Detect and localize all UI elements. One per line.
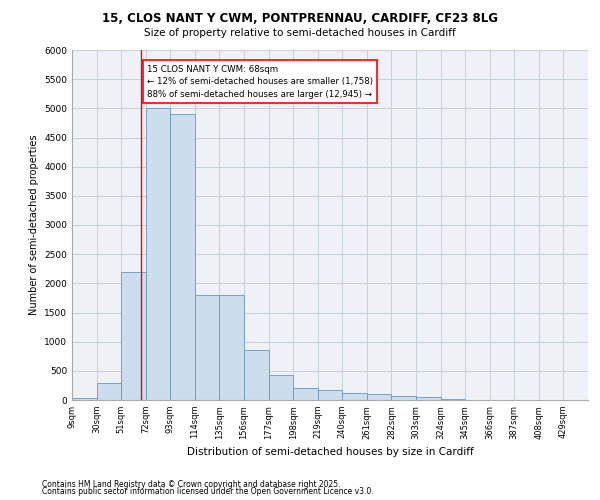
Bar — [440, 399, 465, 400]
Y-axis label: Number of semi-detached properties: Number of semi-detached properties — [29, 134, 38, 316]
Text: 15 CLOS NANT Y CWM: 68sqm
← 12% of semi-detached houses are smaller (1,758)
88% : 15 CLOS NANT Y CWM: 68sqm ← 12% of semi-… — [147, 64, 373, 98]
Text: Contains HM Land Registry data © Crown copyright and database right 2025.: Contains HM Land Registry data © Crown c… — [42, 480, 341, 489]
Text: Size of property relative to semi-detached houses in Cardiff: Size of property relative to semi-detach… — [144, 28, 456, 38]
Bar — [72, 398, 97, 400]
Bar — [170, 114, 195, 400]
Bar — [318, 390, 342, 400]
Bar — [244, 350, 269, 400]
Bar — [146, 108, 170, 400]
Bar — [342, 393, 367, 400]
Text: 15, CLOS NANT Y CWM, PONTPRENNAU, CARDIFF, CF23 8LG: 15, CLOS NANT Y CWM, PONTPRENNAU, CARDIF… — [102, 12, 498, 26]
Bar — [195, 295, 220, 400]
Bar — [97, 382, 121, 400]
Bar — [269, 375, 293, 400]
Bar — [367, 394, 391, 400]
Text: Contains public sector information licensed under the Open Government Licence v3: Contains public sector information licen… — [42, 488, 374, 496]
Bar — [293, 388, 318, 400]
Bar — [416, 398, 440, 400]
Bar — [391, 396, 416, 400]
Bar — [121, 272, 146, 400]
Bar — [220, 295, 244, 400]
X-axis label: Distribution of semi-detached houses by size in Cardiff: Distribution of semi-detached houses by … — [187, 447, 473, 457]
